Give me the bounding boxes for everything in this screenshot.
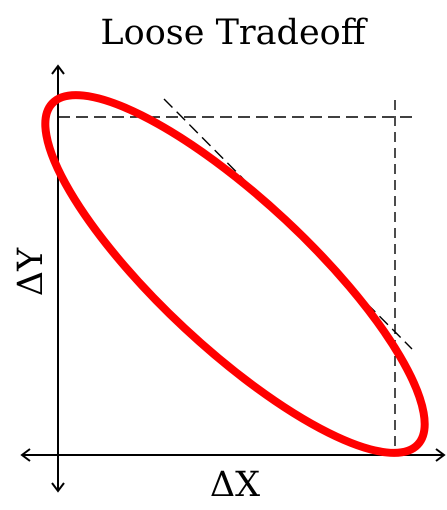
x-axis-arrow-left: [20, 448, 31, 462]
y-axis-label: ΔY: [11, 247, 51, 296]
x-axis-label: ΔX: [210, 465, 260, 505]
x-axis: [20, 448, 446, 462]
y-axis-arrow-bottom: [51, 482, 65, 493]
diagram-title: Loose Tradeoff: [100, 13, 367, 53]
x-axis-arrow-right: [435, 448, 446, 462]
y-axis: [51, 64, 65, 493]
y-axis-arrow-top: [51, 64, 65, 75]
tradeoff-ellipse: [41, 91, 429, 457]
